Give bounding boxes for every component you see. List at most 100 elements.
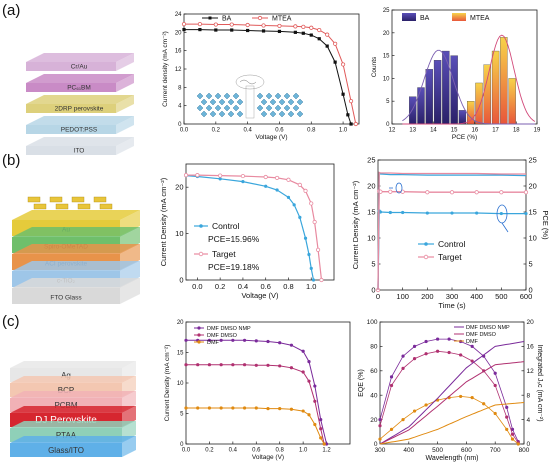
- data-point: [449, 190, 455, 195]
- y2-axis-label: Integrated Jₛᴄ (mA cm⁻²): [536, 344, 543, 421]
- data-point: [183, 173, 189, 178]
- electrode-pad: [99, 203, 113, 210]
- electrode-pad: [27, 196, 41, 203]
- data-point: [493, 411, 497, 416]
- series-eqe-0: [379, 338, 519, 442]
- y-tick-label: 5: [180, 412, 184, 418]
- data-point: [424, 403, 428, 407]
- x-tick-label: 600: [461, 447, 472, 454]
- data-point: [241, 180, 245, 184]
- data-point: [301, 349, 305, 353]
- data-point: [207, 363, 212, 367]
- layer: [26, 83, 116, 92]
- x-tick-label: 500: [495, 292, 508, 301]
- data-point: [470, 359, 474, 363]
- data-point: [459, 339, 463, 344]
- octahedron: [287, 98, 295, 106]
- x-tick-label: 0.4: [229, 448, 238, 454]
- data-point: [307, 379, 311, 383]
- layer-top: [26, 137, 134, 146]
- data-point: [261, 29, 266, 33]
- y-axis-label: Counts: [371, 56, 378, 77]
- x-tick-label: 0.6: [275, 128, 284, 134]
- layer-side: [116, 116, 134, 134]
- legend-marker: [197, 340, 201, 344]
- octahedron: [269, 98, 277, 106]
- x-tick-label: 1.0: [339, 128, 348, 134]
- x-tick-label: 200: [421, 292, 434, 301]
- electrode-pad: [93, 196, 107, 203]
- data-point: [309, 266, 313, 270]
- data-point: [378, 418, 382, 422]
- bar: [442, 50, 450, 125]
- y-tick-label: 12: [175, 67, 182, 73]
- y2-axis-label: PCE (%): [541, 210, 550, 240]
- data-point: [319, 277, 324, 283]
- legend-label: DMF: [207, 340, 220, 346]
- layer: [26, 104, 116, 113]
- data-point: [346, 113, 350, 117]
- y-tick-label: 20: [175, 183, 183, 192]
- y-tick-label: 40: [370, 392, 378, 399]
- x-tick-label: 1.2: [322, 448, 331, 454]
- legend-swatch-ba: [402, 13, 416, 21]
- chart-c-jv: 0.0 0.2 0.4 0.6 0.8 1.0 1.2 0 5 10 15 20 Voltage (V)…: [164, 320, 351, 461]
- data-point: [516, 442, 520, 446]
- layer-side: [116, 74, 134, 92]
- layer-label: PCBM: [54, 401, 77, 410]
- x-tick-label: 15: [451, 128, 458, 134]
- device-stack: Ag BCP PCBM DJ Perovskite PTAA Glass/ITO: [10, 361, 136, 457]
- data-point: [340, 62, 346, 67]
- data-point: [231, 363, 235, 367]
- layer-label: ITO: [74, 147, 85, 154]
- x-tick-label: 0.4: [238, 282, 248, 291]
- data-point: [524, 211, 528, 216]
- bar: [458, 110, 467, 125]
- legend-label: DMF DMSO: [207, 333, 238, 339]
- layer: [10, 443, 122, 457]
- data-point: [254, 363, 258, 367]
- y2-tick-label: 12: [527, 368, 535, 375]
- molecule-chain: [239, 79, 257, 85]
- y2-tick-label: 5: [529, 260, 533, 269]
- y-tick-label: 16: [175, 49, 182, 55]
- layer-label: 2DRP perovskite: [55, 105, 104, 112]
- layer-label: BCP: [58, 386, 74, 395]
- data-point: [219, 363, 223, 367]
- data-point: [313, 422, 317, 427]
- y-tick-label: 0: [386, 122, 390, 128]
- data-point: [315, 247, 321, 252]
- data-point: [196, 406, 200, 410]
- data-point: [459, 353, 463, 357]
- x-tick-label: 0.8: [276, 448, 285, 454]
- legend-marker: [197, 326, 201, 330]
- y2-tick-label: 8: [527, 392, 531, 399]
- octahedron: [232, 92, 240, 100]
- data-point: [207, 338, 212, 342]
- y-tick-label: 10: [367, 234, 375, 243]
- data-point: [301, 31, 305, 35]
- bar: [475, 82, 483, 125]
- annotation-pce-control: PCE=15.96%: [208, 234, 260, 244]
- electrode-pad: [33, 203, 47, 210]
- data-point: [264, 184, 268, 188]
- layer-label: Cr/Au: [71, 63, 88, 70]
- layer-top: [26, 74, 134, 83]
- electrode-pad: [77, 203, 91, 210]
- octahedron: [236, 98, 244, 106]
- octahedron: [269, 110, 277, 118]
- device-stack: Cr/Au PC₆₁BM 2DRP perovskite PEDOT:PSS ITO: [26, 53, 134, 155]
- data-point: [307, 252, 311, 257]
- data-point: [436, 337, 440, 341]
- data-point: [242, 363, 247, 367]
- bar: [417, 87, 425, 125]
- axis-indicator-left: [395, 182, 403, 194]
- bar: [425, 69, 433, 125]
- octahedron: [278, 110, 286, 118]
- layer-label: PEDOT:PSS: [61, 126, 98, 133]
- x-tick-label: 0.8: [307, 128, 316, 134]
- data-point: [401, 366, 405, 370]
- legend-marker-target: [198, 251, 204, 257]
- x-tick-label: 0: [376, 292, 380, 301]
